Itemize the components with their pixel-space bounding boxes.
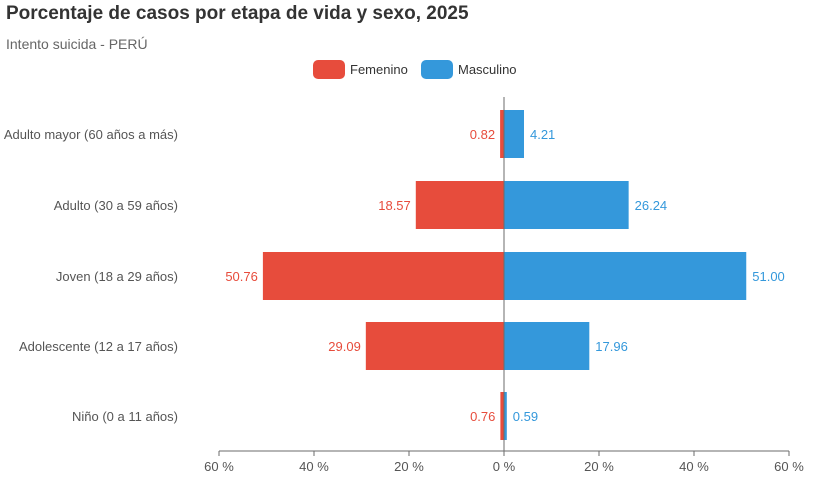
bar-femenino <box>262 252 504 300</box>
x-tick-label: 0 % <box>493 459 516 474</box>
category-label: Adulto mayor (60 años a más) <box>4 127 178 142</box>
category-label: Joven (18 a 29 años) <box>56 269 178 284</box>
chart-subtitle: Intento suicida - PERÚ <box>6 36 148 52</box>
x-tick-label: 40 % <box>679 459 709 474</box>
data-label-masculino: 0.59 <box>513 409 538 424</box>
bar-femenino <box>365 322 504 370</box>
bar-masculino <box>504 252 747 300</box>
data-label-femenino: 29.09 <box>328 339 361 354</box>
data-label-femenino: 0.82 <box>470 127 495 142</box>
legend-swatch-femenino <box>313 60 345 79</box>
legend-item-femenino[interactable]: Femenino <box>313 60 408 79</box>
x-tick-label: 40 % <box>299 459 329 474</box>
chart-title: Porcentaje de casos por etapa de vida y … <box>6 3 469 24</box>
bar-masculino <box>504 322 590 370</box>
legend-label-femenino: Femenino <box>350 62 408 77</box>
bar-femenino <box>500 110 504 158</box>
data-label-femenino: 0.76 <box>470 409 495 424</box>
bar-femenino <box>500 392 504 440</box>
data-label-masculino: 17.96 <box>595 339 628 354</box>
data-label-masculino: 51.00 <box>752 269 785 284</box>
data-label-femenino: 18.57 <box>378 198 411 213</box>
category-label: Adolescente (12 a 17 años) <box>19 339 178 354</box>
bar-masculino <box>504 392 507 440</box>
x-tick-label: 60 % <box>774 459 804 474</box>
x-tick-label: 60 % <box>204 459 234 474</box>
legend-label-masculino: Masculino <box>458 62 517 77</box>
bar-masculino <box>504 181 629 229</box>
legend-swatch-masculino <box>421 60 453 79</box>
legend: Femenino Masculino <box>0 60 830 82</box>
legend-item-masculino[interactable]: Masculino <box>421 60 517 79</box>
x-tick-label: 20 % <box>394 459 424 474</box>
category-label: Niño (0 a 11 años) <box>72 409 178 424</box>
data-label-femenino: 50.76 <box>225 269 258 284</box>
data-label-masculino: 26.24 <box>635 198 668 213</box>
x-tick-label: 20 % <box>584 459 614 474</box>
category-label: Adulto (30 a 59 años) <box>54 198 178 213</box>
bar-femenino <box>415 181 504 229</box>
data-label-masculino: 4.21 <box>530 127 555 142</box>
bar-masculino <box>504 110 524 158</box>
